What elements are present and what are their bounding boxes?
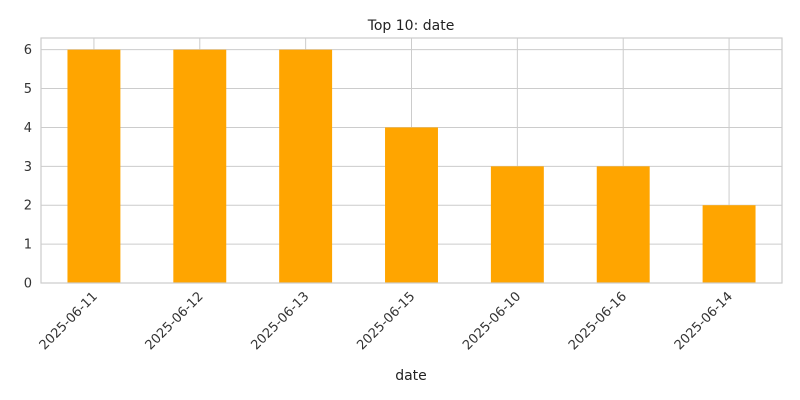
bar-layer (67, 49, 756, 283)
y-tick-label: 3 (24, 160, 32, 175)
plot-border (40, 37, 783, 284)
bar-2025-06-13 (279, 49, 333, 283)
y-tick-label: 4 (24, 121, 32, 136)
bar-2025-06-10 (490, 166, 544, 283)
bar-2025-06-12 (173, 49, 227, 283)
chart-title: Top 10: date (367, 18, 455, 34)
x-tick-label: 2025-06-15 (354, 289, 418, 353)
plot-frame (40, 37, 783, 284)
bar-2025-06-16 (596, 166, 650, 283)
y-tick-label: 0 (24, 277, 32, 292)
y-axis-ticks: 0 1 2 3 4 5 6 (24, 43, 32, 291)
y-tick-label: 2 (24, 199, 32, 214)
x-tick-label: 2025-06-14 (672, 289, 736, 353)
x-tick-label: 2025-06-12 (143, 289, 207, 353)
x-tick-label: 2025-06-10 (460, 289, 524, 353)
x-tick-label: 2025-06-16 (566, 289, 630, 353)
y-tick-label: 6 (24, 43, 32, 58)
bar-2025-06-15 (385, 127, 438, 283)
x-axis-label: date (395, 368, 427, 384)
x-tick-label: 2025-06-11 (37, 289, 101, 353)
bar-2025-06-14 (702, 205, 756, 283)
x-axis-ticks: 2025-06-11 2025-06-12 2025-06-13 2025-06-15… (37, 289, 736, 353)
y-tick-label: 5 (24, 82, 32, 97)
y-tick-label: 1 (24, 238, 32, 253)
x-tick-label: 2025-06-13 (248, 289, 312, 353)
bar-2025-06-11 (67, 49, 121, 283)
